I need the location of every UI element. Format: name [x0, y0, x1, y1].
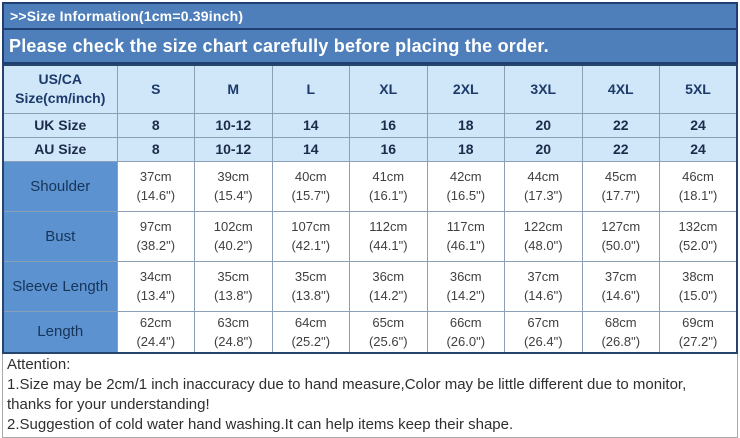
- size-table: US/CA Size(cm/inch) S M L XL 2XL 3XL 4XL…: [2, 64, 738, 354]
- bust-label: Bust: [2, 210, 118, 262]
- sleeve-cell: 35cm (13.8"): [271, 260, 350, 312]
- uk-size-cell: 22: [581, 112, 660, 138]
- shoulder-cell: 41cm (16.1"): [349, 160, 428, 212]
- length-cell: 68cm (26.8"): [581, 310, 660, 354]
- corner-header: US/CA Size(cm/inch): [2, 64, 118, 114]
- uk-size-cell: 24: [659, 112, 738, 138]
- attention-box: Attention: 1.Size may be 2cm/1 inch inac…: [2, 354, 738, 438]
- sleeve-cell: 37cm (14.6"): [504, 260, 583, 312]
- length-label: Length: [2, 310, 118, 354]
- uk-size-row: UK Size 8 10-12 14 16 18 20 22 24: [2, 112, 738, 138]
- sleeve-cell: 37cm (14.6"): [581, 260, 660, 312]
- au-size-cell: 14: [271, 136, 350, 162]
- table-header-row: US/CA Size(cm/inch) S M L XL 2XL 3XL 4XL…: [2, 64, 738, 114]
- bust-cell: 132cm (52.0"): [659, 210, 738, 262]
- sleeve-cell: 35cm (13.8"): [194, 260, 273, 312]
- col-header-5xl: 5XL: [659, 64, 738, 114]
- bust-cell: 122cm (48.0"): [504, 210, 583, 262]
- au-size-label: AU Size: [2, 136, 118, 162]
- page-title: >>Size Information(1cm=0.39inch): [4, 4, 736, 30]
- sleeve-cell: 36cm (14.2"): [426, 260, 505, 312]
- bust-cell: 107cm (42.1"): [271, 210, 350, 262]
- shoulder-cell: 39cm (15.4"): [194, 160, 273, 212]
- uk-size-cell: 8: [116, 112, 195, 138]
- bust-cell: 127cm (50.0"): [581, 210, 660, 262]
- au-size-cell: 22: [581, 136, 660, 162]
- col-header-xl: XL: [349, 64, 428, 114]
- length-cell: 65cm (25.6"): [349, 310, 428, 354]
- au-size-row: AU Size 8 10-12 14 16 18 20 22 24: [2, 136, 738, 162]
- header-box: >>Size Information(1cm=0.39inch) Please …: [2, 2, 738, 64]
- length-row: Length 62cm (24.4") 63cm (24.8") 64cm (2…: [2, 310, 738, 354]
- au-size-cell: 18: [426, 136, 505, 162]
- shoulder-cell: 42cm (16.5"): [426, 160, 505, 212]
- bust-cell: 102cm (40.2"): [194, 210, 273, 262]
- attention-heading: Attention:: [7, 356, 71, 373]
- sleeve-cell: 34cm (13.4"): [116, 260, 195, 312]
- au-size-cell: 10-12: [194, 136, 273, 162]
- au-size-cell: 16: [349, 136, 428, 162]
- shoulder-label: Shoulder: [2, 160, 118, 212]
- sleeve-cell: 38cm (15.0"): [659, 260, 738, 312]
- length-cell: 69cm (27.2"): [659, 310, 738, 354]
- col-header-4xl: 4XL: [581, 64, 660, 114]
- uk-size-cell: 14: [271, 112, 350, 138]
- col-header-3xl: 3XL: [504, 64, 583, 114]
- sleeve-length-label: Sleeve Length: [2, 260, 118, 312]
- shoulder-cell: 45cm (17.7"): [581, 160, 660, 212]
- au-size-cell: 24: [659, 136, 738, 162]
- shoulder-row: Shoulder 37cm (14.6") 39cm (15.4") 40cm …: [2, 160, 738, 212]
- bust-cell: 117cm (46.1"): [426, 210, 505, 262]
- col-header-m: M: [194, 64, 273, 114]
- length-cell: 63cm (24.8"): [194, 310, 273, 354]
- length-cell: 66cm (26.0"): [426, 310, 505, 354]
- col-header-l: L: [271, 64, 350, 114]
- banner-text: Please check the size chart carefully be…: [4, 30, 736, 62]
- attention-note-1: 1.Size may be 2cm/1 inch inaccuracy due …: [7, 376, 687, 413]
- shoulder-cell: 46cm (18.1"): [659, 160, 738, 212]
- bust-cell: 97cm (38.2"): [116, 210, 195, 262]
- au-size-cell: 20: [504, 136, 583, 162]
- au-size-cell: 8: [116, 136, 195, 162]
- uk-size-cell: 16: [349, 112, 428, 138]
- length-cell: 67cm (26.4"): [504, 310, 583, 354]
- col-header-s: S: [116, 64, 195, 114]
- length-cell: 64cm (25.2"): [271, 310, 350, 354]
- length-cell: 62cm (24.4"): [116, 310, 195, 354]
- shoulder-cell: 40cm (15.7"): [271, 160, 350, 212]
- corner-header-line1: US/CA: [38, 71, 83, 88]
- shoulder-cell: 37cm (14.6"): [116, 160, 195, 212]
- col-header-2xl: 2XL: [426, 64, 505, 114]
- attention-note-2: 2.Suggestion of cold water hand washing.…: [7, 416, 514, 433]
- bust-cell: 112cm (44.1"): [349, 210, 428, 262]
- sleeve-length-row: Sleeve Length 34cm (13.4") 35cm (13.8") …: [2, 260, 738, 312]
- uk-size-cell: 10-12: [194, 112, 273, 138]
- uk-size-cell: 18: [426, 112, 505, 138]
- bust-row: Bust 97cm (38.2") 102cm (40.2") 107cm (4…: [2, 210, 738, 262]
- uk-size-label: UK Size: [2, 112, 118, 138]
- shoulder-cell: 44cm (17.3"): [504, 160, 583, 212]
- uk-size-cell: 20: [504, 112, 583, 138]
- corner-header-line2: Size(cm/inch): [15, 90, 106, 107]
- sleeve-cell: 36cm (14.2"): [349, 260, 428, 312]
